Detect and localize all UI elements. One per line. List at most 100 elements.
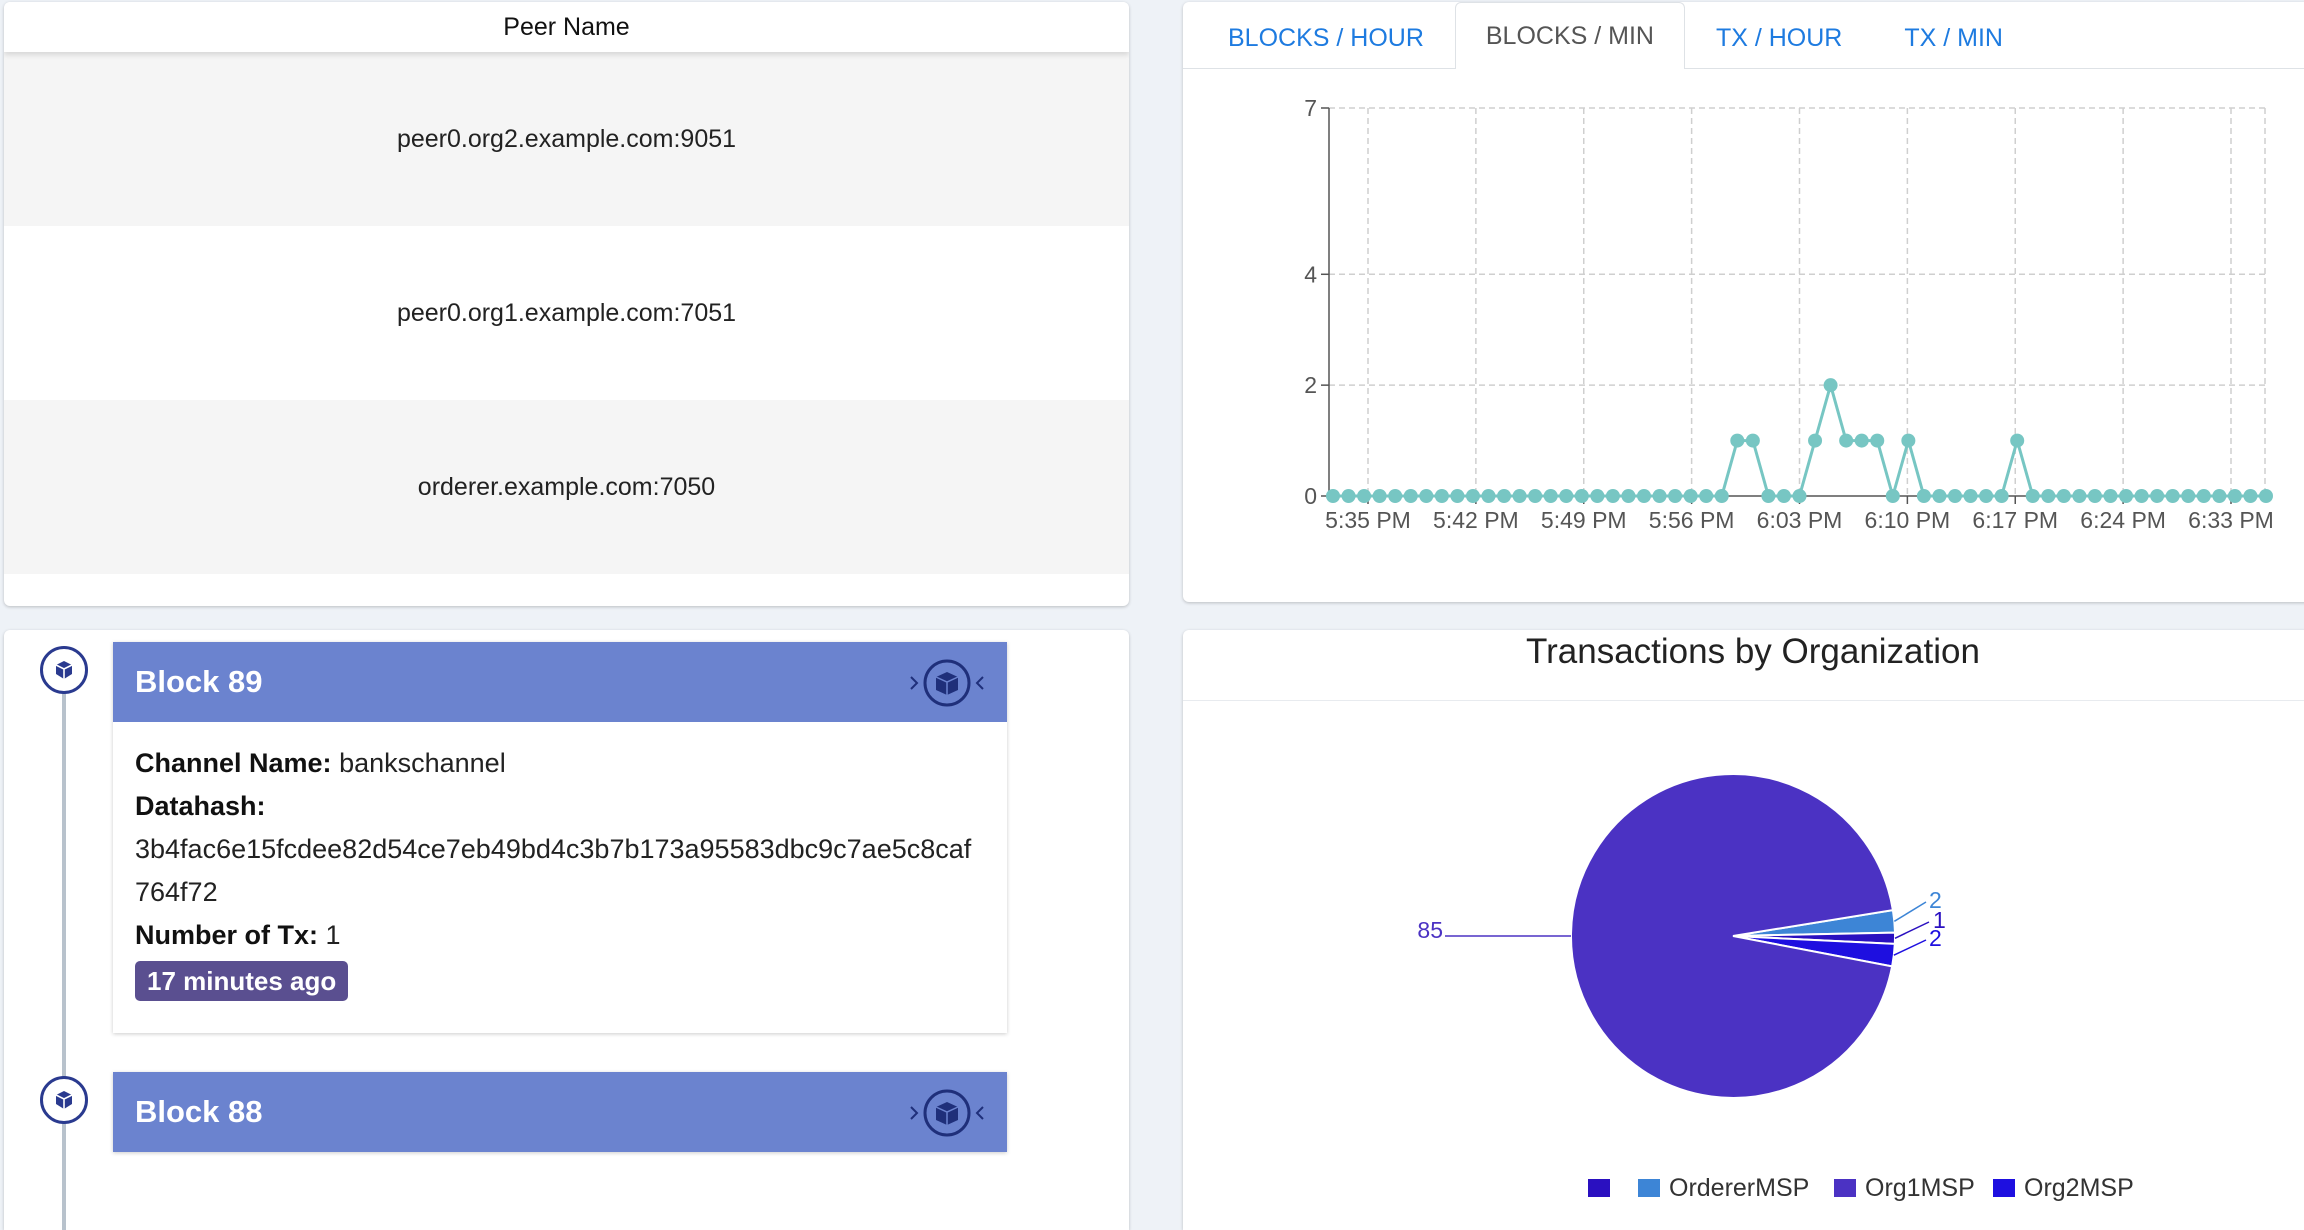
data-point bbox=[2134, 489, 2149, 503]
tx-count-line: Number of Tx: 1 bbox=[135, 914, 985, 957]
data-point bbox=[1434, 489, 1449, 503]
data-point bbox=[1668, 489, 1683, 503]
y-tick-label: 0 bbox=[1304, 483, 1317, 509]
block-card[interactable]: Block 89 Channel Name: bankschannel Data… bbox=[113, 642, 1007, 1033]
x-tick-label: 5:35 PM bbox=[1325, 507, 1411, 533]
cube-icon[interactable] bbox=[905, 1088, 989, 1138]
tab-tx-per-hour[interactable]: TX / HOUR bbox=[1715, 24, 1843, 52]
data-point bbox=[1714, 489, 1729, 503]
data-point bbox=[1994, 489, 2009, 503]
data-point bbox=[1683, 489, 1698, 503]
legend-swatch bbox=[1588, 1179, 1610, 1197]
block-header[interactable]: Block 88 bbox=[113, 1072, 1007, 1152]
table-row[interactable]: peer0.org2.example.com:9051 bbox=[4, 52, 1129, 226]
cube-icon bbox=[55, 661, 73, 679]
data-point bbox=[1559, 489, 1574, 503]
data-point bbox=[1357, 489, 1372, 503]
data-point bbox=[1637, 489, 1651, 503]
channel-name-label: Channel Name: bbox=[135, 748, 332, 778]
peers-table-body: peer0.org2.example.com:9051 peer0.org1.e… bbox=[4, 52, 1129, 574]
table-row[interactable]: peer0.org1.example.com:7051 bbox=[4, 226, 1129, 400]
table-row[interactable]: orderer.example.com:7050 bbox=[4, 400, 1129, 574]
data-point bbox=[1341, 489, 1356, 503]
data-point bbox=[1901, 433, 1916, 448]
transactions-pie-chart: 212 85 OrdererMSP Org1MSP Org2MSP bbox=[1417, 773, 2134, 1202]
peer-name-cell: peer0.org1.example.com:7051 bbox=[396, 298, 737, 327]
data-point bbox=[1745, 433, 1760, 448]
data-point bbox=[1450, 489, 1465, 503]
tab-tx-per-min[interactable]: TX / MIN bbox=[1904, 24, 2003, 52]
peer-name-header[interactable]: Peer Name bbox=[4, 2, 1129, 52]
data-point bbox=[2041, 489, 2056, 503]
y-tick-label: 2 bbox=[1304, 372, 1317, 398]
data-point bbox=[1543, 489, 1558, 503]
tx-count-value: 1 bbox=[325, 920, 341, 950]
data-point bbox=[2056, 489, 2071, 503]
pie-label-line bbox=[1893, 901, 1927, 922]
cube-icon[interactable] bbox=[905, 658, 989, 708]
x-tick-label: 6:24 PM bbox=[2080, 507, 2166, 533]
x-tick-label: 6:17 PM bbox=[1972, 507, 2058, 533]
metrics-tabs: BLOCKS / HOUR BLOCKS / MIN TX / HOUR TX … bbox=[1183, 2, 2304, 69]
pie-value-label: 2 bbox=[1929, 887, 1942, 913]
block-header[interactable]: Block 89 bbox=[113, 642, 1007, 722]
data-point bbox=[2243, 489, 2258, 503]
y-tick-label: 4 bbox=[1304, 261, 1317, 287]
data-point bbox=[1605, 489, 1620, 503]
tab-blocks-per-hour[interactable]: BLOCKS / HOUR bbox=[1228, 24, 1424, 52]
block-details: Channel Name: bankschannel Datahash: 3b4… bbox=[113, 722, 1007, 1033]
data-point bbox=[1481, 489, 1496, 503]
block-card[interactable]: Block 88 bbox=[113, 1072, 1007, 1152]
data-point bbox=[1730, 433, 1745, 448]
legend-swatch bbox=[1638, 1179, 1660, 1197]
data-point bbox=[1419, 489, 1434, 503]
y-tick-label: 7 bbox=[1304, 95, 1317, 121]
legend-label: OrdererMSP bbox=[1669, 1174, 1809, 1202]
data-point bbox=[1963, 489, 1978, 503]
tab-blocks-per-min[interactable]: BLOCKS / MIN bbox=[1454, 2, 1685, 69]
data-point bbox=[2165, 489, 2180, 503]
x-tick-label: 6:10 PM bbox=[1865, 507, 1951, 533]
x-tick-label: 6:03 PM bbox=[1757, 507, 1843, 533]
x-tick-label: 5:49 PM bbox=[1541, 507, 1627, 533]
data-point bbox=[2072, 489, 2087, 503]
blocks-per-minute-line-chart: 0 2 4 7 5:35 PM 5:42 PM 5:49 PM 5:56 PM 6:03 PM 6… bbox=[1304, 95, 2274, 533]
data-point bbox=[1916, 489, 1931, 503]
data-point bbox=[2087, 489, 2102, 503]
block-title: Block 89 bbox=[135, 664, 263, 699]
peers-table: Peer Name peer0.org2.example.com:9051 pe… bbox=[4, 2, 1129, 606]
channel-name-value: bankschannel bbox=[339, 748, 506, 778]
data-point bbox=[1388, 489, 1403, 503]
legend-label: Org1MSP bbox=[1865, 1174, 1975, 1202]
timeline-badge bbox=[40, 646, 88, 694]
peer-name-cell: peer0.org2.example.com:9051 bbox=[396, 124, 737, 153]
data-point bbox=[2150, 489, 2165, 503]
data-point bbox=[2259, 489, 2273, 503]
data-point bbox=[1403, 489, 1418, 503]
data-point bbox=[1823, 378, 1838, 393]
data-point bbox=[2010, 433, 2025, 448]
data-point bbox=[1497, 489, 1512, 503]
pie-label-line bbox=[1893, 939, 1927, 956]
timeline-line bbox=[62, 670, 66, 1230]
blocks-timeline: Block 89 Channel Name: bankschannel Data… bbox=[4, 630, 1129, 1230]
legend-swatch bbox=[1993, 1179, 2015, 1197]
data-point bbox=[2181, 489, 2196, 503]
data-point bbox=[1326, 489, 1340, 503]
time-ago-badge: 17 minutes ago bbox=[135, 961, 349, 1001]
data-point bbox=[1932, 489, 1947, 503]
data-point bbox=[1870, 433, 1885, 448]
data-point bbox=[1512, 489, 1527, 503]
pie-value-label: 85 bbox=[1417, 917, 1443, 943]
datahash-label-line: Datahash: bbox=[135, 785, 985, 828]
data-point bbox=[1792, 489, 1807, 503]
datahash-label: Datahash: bbox=[135, 791, 266, 821]
data-point bbox=[2103, 489, 2118, 503]
data-point bbox=[2196, 489, 2211, 503]
cube-icon bbox=[55, 1091, 73, 1109]
x-tick-label: 5:56 PM bbox=[1649, 507, 1735, 533]
pie-chart-title: Transactions by Organization bbox=[1183, 630, 2304, 701]
metrics-chart-card: BLOCKS / HOUR BLOCKS / MIN TX / HOUR TX … bbox=[1183, 2, 2304, 602]
timeline-badge bbox=[40, 1076, 88, 1124]
datahash-value: 3b4fac6e15fcdee82d54ce7eb49bd4c3b7b173a9… bbox=[135, 834, 972, 907]
